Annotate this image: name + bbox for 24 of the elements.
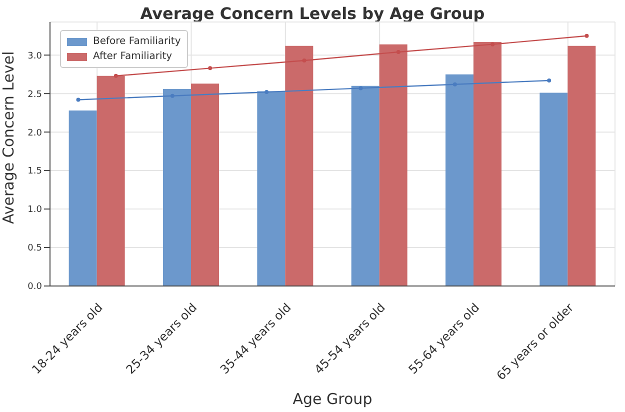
legend-label: After Familiarity <box>93 50 172 64</box>
bar <box>163 88 191 286</box>
bar <box>379 44 408 286</box>
y-tick-label: 2.5 <box>28 90 42 100</box>
bar <box>540 92 568 286</box>
y-tick-label: 3.0 <box>28 51 42 62</box>
y-tick-label: 1.5 <box>28 166 42 177</box>
bar <box>257 91 286 286</box>
bar <box>568 46 596 286</box>
legend-label: Before Familiarity <box>93 35 181 49</box>
bar <box>351 86 380 286</box>
y-tick-label: 0.5 <box>28 244 42 254</box>
x-axis-title: Age Group <box>292 390 372 408</box>
y-tick-label: 0.0 <box>28 282 42 292</box>
bar <box>474 42 502 286</box>
y-tick-label: 2.0 <box>28 128 42 138</box>
y-tick-label: 1.0 <box>28 205 42 216</box>
bar <box>68 110 97 286</box>
bar <box>96 76 125 286</box>
bar <box>191 84 219 286</box>
bar <box>285 46 314 286</box>
bar <box>446 74 474 286</box>
chart-title: Average Concern Levels by Age Group <box>139 4 486 23</box>
y-axis-title: Average Concern Level <box>0 51 18 224</box>
